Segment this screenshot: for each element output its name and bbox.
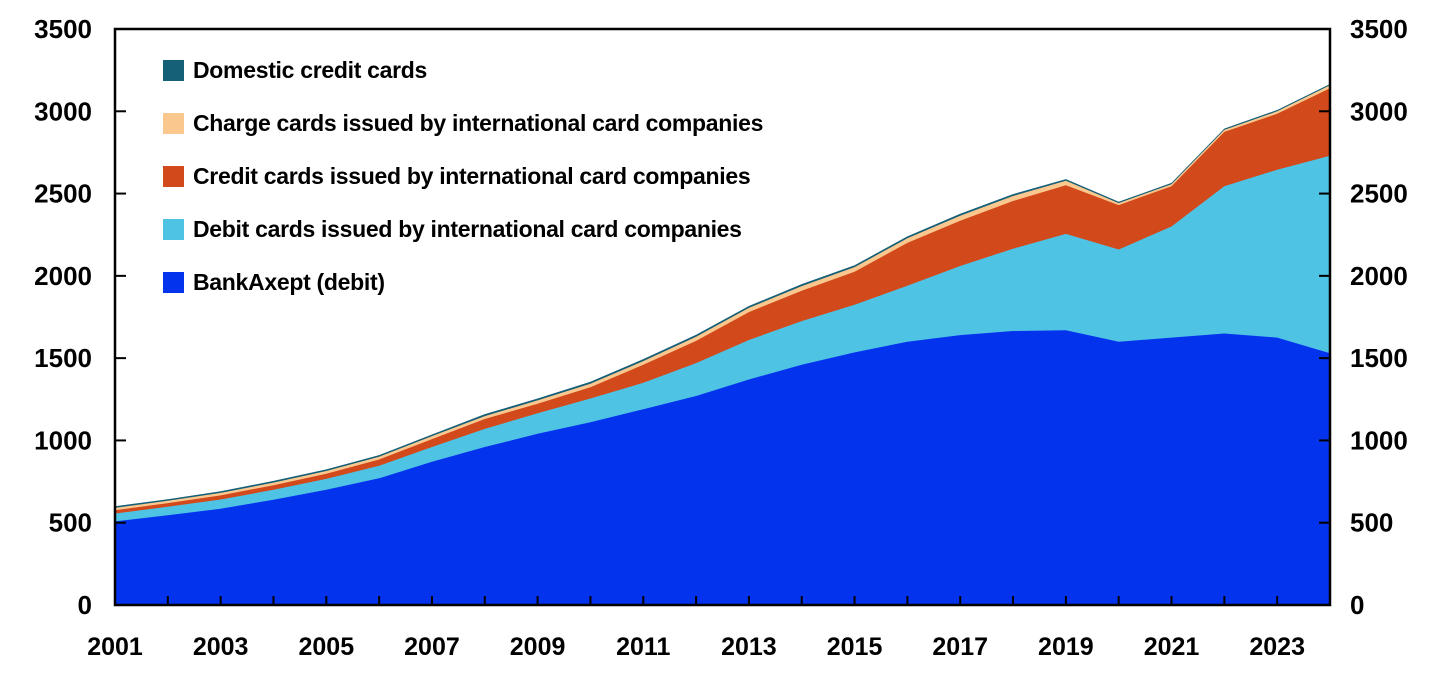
y-axis-label-left: 3500 [34,14,92,44]
y-axis-label-left: 1500 [34,343,92,373]
legend-swatch-icon [163,59,184,81]
legend-label: Debit cards issued by international card… [193,216,742,242]
y-axis-label-right: 500 [1350,508,1393,538]
y-axis-label-left: 3000 [34,96,92,126]
y-axis-label-right: 0 [1350,590,1364,620]
y-axis-label-right: 2500 [1350,179,1408,209]
legend-swatch-icon [163,218,184,240]
y-axis-label-right: 3000 [1350,96,1408,126]
y-axis-label-right: 1500 [1350,343,1408,373]
y-axis-label-left: 0 [78,590,92,620]
x-axis-label: 2001 [87,633,143,661]
legend-label: Charge cards issued by international car… [193,110,764,136]
x-axis-label: 2021 [1144,633,1200,661]
x-axis-label: 2007 [404,633,460,661]
x-axis-label: 2003 [193,633,249,661]
area-series-bankaxept-debit [115,330,1330,605]
chart-legend: Domestic credit cards Charge cards issued… [163,57,764,295]
legend-item: Debit cards issued by international card… [163,216,763,242]
legend-item: Domestic credit cards [163,57,763,83]
legend-item: Charge cards issued by international car… [163,110,764,136]
legend-swatch-icon [163,112,184,134]
y-axis-label-left: 2000 [34,261,92,291]
x-axis-label: 2005 [298,633,354,661]
x-axis-label: 2015 [827,633,883,661]
x-axis-label: 2009 [510,633,566,661]
y-axis-label-left: 2500 [34,179,92,209]
x-axis-label: 2019 [1038,633,1094,661]
legend-label: BankAxept (debit) [193,269,385,295]
axis-frame [113,27,1332,607]
legend-label: Domestic credit cards [193,57,428,83]
legend-item: Credit cards issued by international car… [163,163,763,189]
x-axis-label: 2017 [932,633,988,661]
legend-swatch-icon [163,271,184,293]
legend-item: BankAxept (debit) [163,269,763,295]
legend-label: Credit cards issued by international car… [193,163,751,189]
y-axis-label-right: 2000 [1350,261,1408,291]
y-axis-label-left: 500 [49,508,92,538]
legend-swatch-icon [163,165,184,187]
x-axis-label: 2011 [616,633,670,661]
x-axis-label: 2013 [721,633,777,661]
y-axis-label-right: 1000 [1350,425,1408,455]
x-axis-label: 2023 [1249,633,1305,661]
y-axis-label-right: 3500 [1350,14,1408,44]
y-axis-label-left: 1000 [34,425,92,455]
